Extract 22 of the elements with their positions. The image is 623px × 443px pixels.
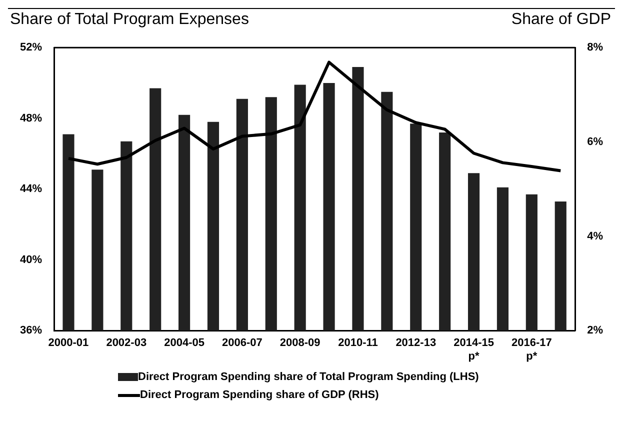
x-tick-label: 2016-17 p* <box>511 337 552 362</box>
y2-tick-label: 8% <box>587 42 604 54</box>
y2-axis-title: Share of GDP <box>511 11 611 29</box>
y-tick-label: 52% <box>20 42 42 54</box>
legend-label: Direct Program Spending share of Total Program Spending (LHS) <box>138 371 479 383</box>
y-tick-label: 36% <box>20 324 42 337</box>
y-tick-label: 48% <box>20 112 42 124</box>
y-axis-title: Share of Total Program Expenses <box>10 11 249 29</box>
y2-tick-label: 4% <box>587 230 604 242</box>
x-tick-label: 2010-11 <box>338 337 378 350</box>
y-tick-label: 44% <box>20 183 42 196</box>
legend-label: Direct Program Spending share of GDP (RHS) <box>140 389 379 401</box>
x-tick-label: 2004-05 <box>164 337 204 350</box>
x-tick-label: 2014-15 p* <box>454 337 494 362</box>
y2-tick-label: 6% <box>587 136 604 148</box>
x-tick-label: 2002-03 <box>106 337 147 350</box>
x-tick-label: 2000-01 <box>48 337 89 350</box>
y2-tick-label: 2% <box>587 324 604 337</box>
x-tick-label: 2008-09 <box>280 337 320 350</box>
y-tick-label: 40% <box>20 254 42 266</box>
x-tick-label: 2012-13 <box>396 337 436 350</box>
x-tick-label: 2006-07 <box>222 337 262 350</box>
